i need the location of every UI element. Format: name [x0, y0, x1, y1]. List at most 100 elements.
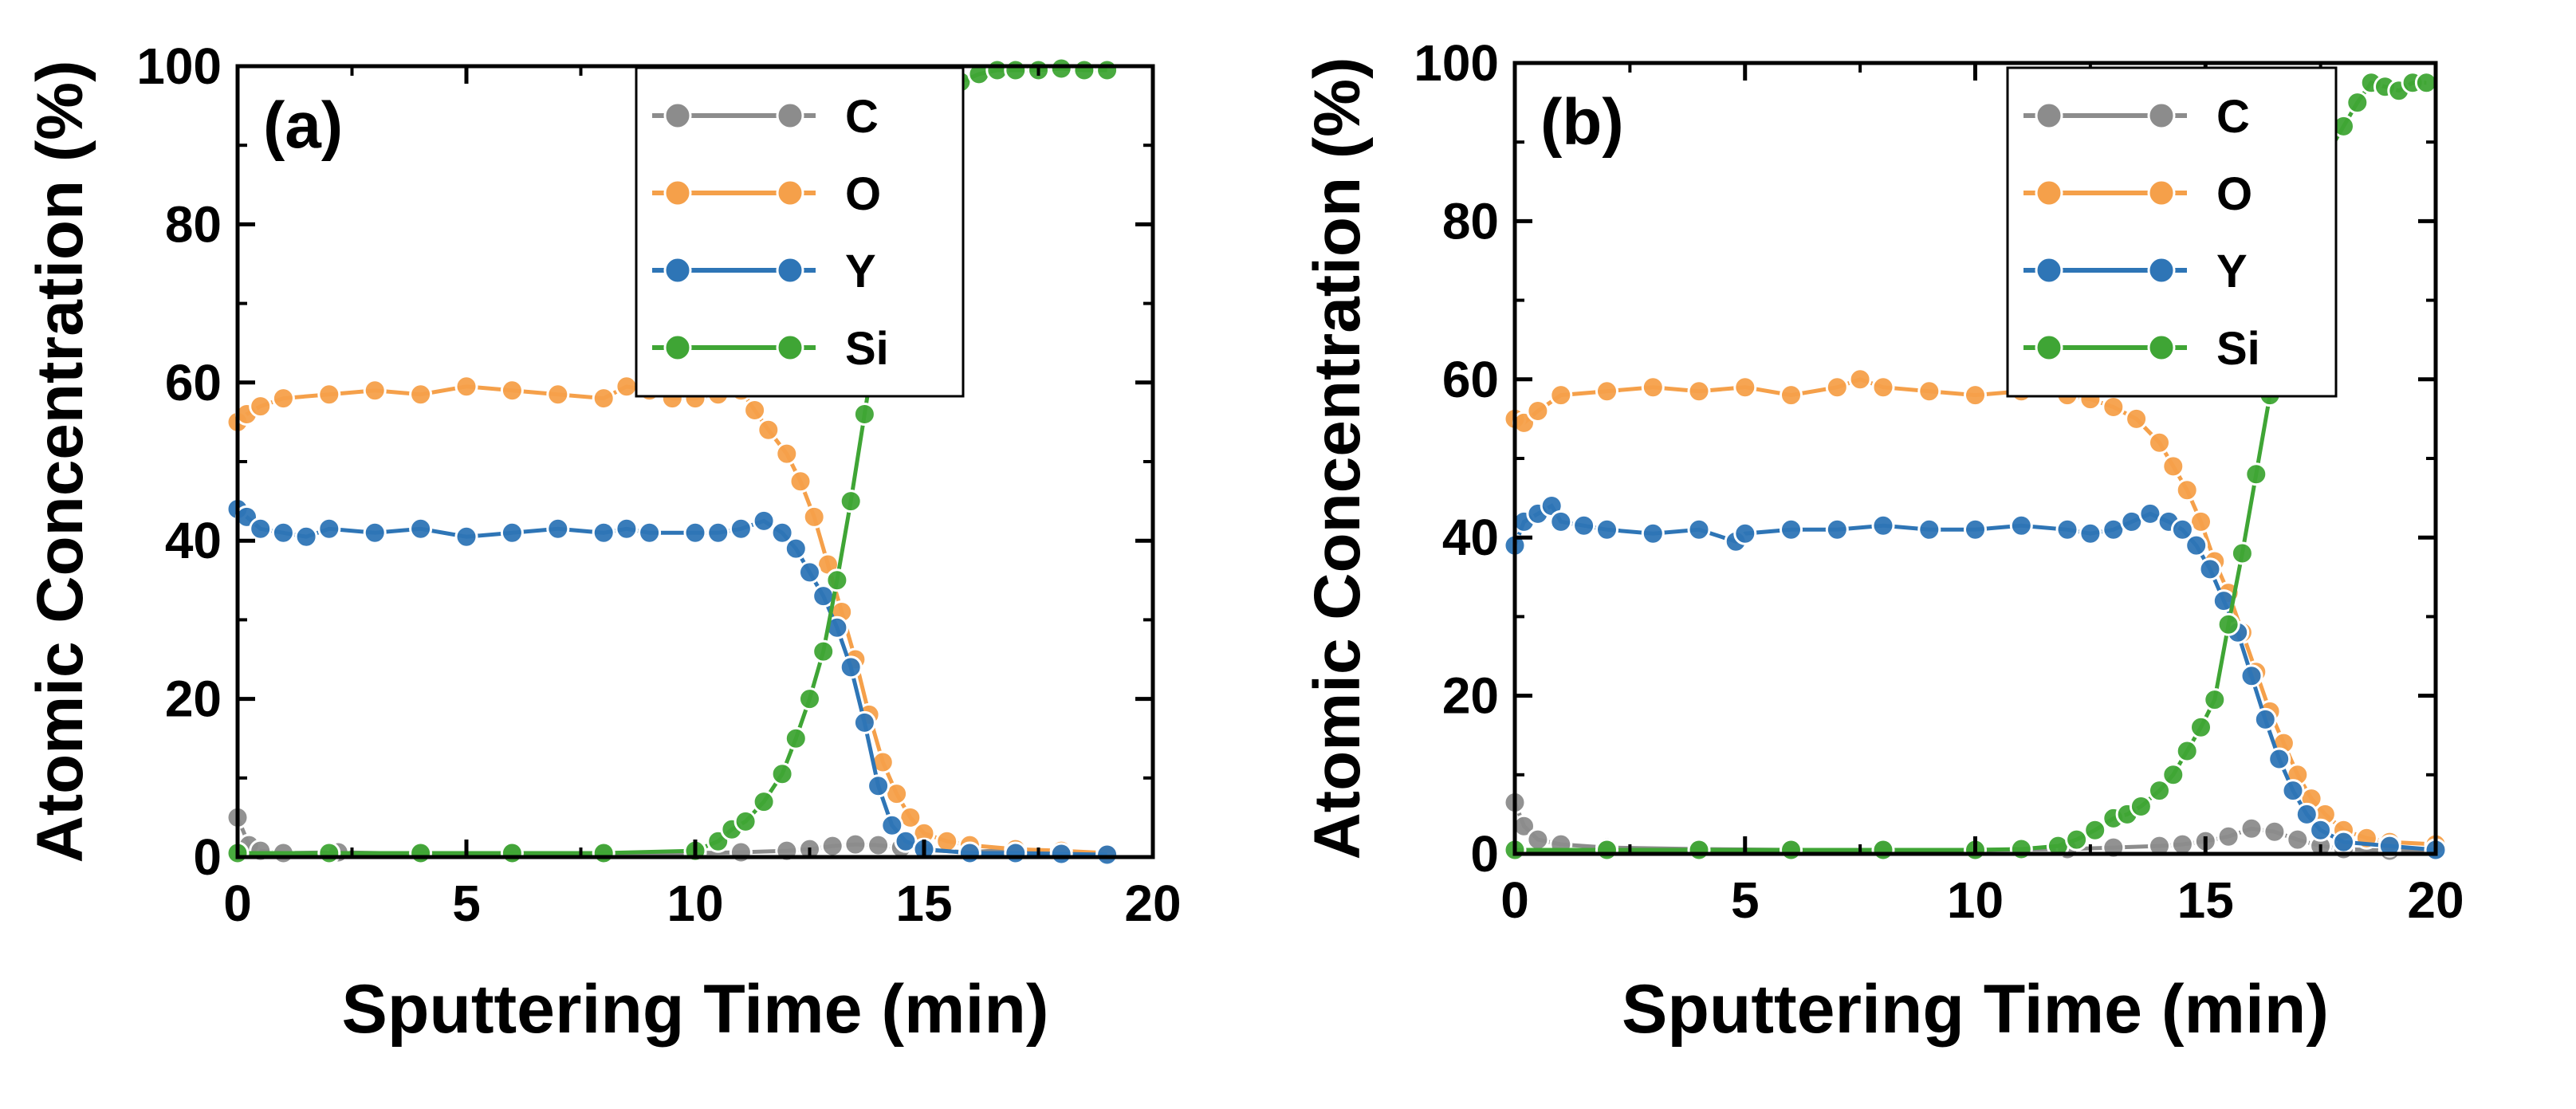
data-point-c — [729, 840, 753, 864]
data-point-c — [2148, 834, 2171, 858]
data-point-si — [409, 841, 433, 865]
data-point-y — [294, 525, 318, 549]
series-line-c — [1512, 801, 2436, 854]
data-point-si — [2065, 828, 2089, 851]
data-point-si — [825, 568, 849, 592]
legend-label-c: C — [845, 91, 879, 143]
data-point-y — [1004, 841, 1028, 865]
data-point-o — [1641, 376, 1665, 399]
data-point-y — [317, 517, 341, 541]
data-point-y — [2267, 747, 2291, 771]
data-point-y — [839, 655, 863, 679]
data-point-y — [2240, 664, 2263, 688]
data-point-si — [2244, 462, 2268, 486]
data-point-y — [249, 517, 273, 541]
data-point-c — [2286, 828, 2310, 851]
data-point-y — [2185, 533, 2208, 557]
data-point-y — [2078, 521, 2102, 545]
data-point-si — [770, 762, 794, 786]
legend-marker-c — [2147, 101, 2176, 130]
legend-marker-o — [2147, 179, 2176, 207]
legend-label-o: O — [2216, 168, 2252, 220]
data-point-y — [615, 517, 639, 541]
panel-label: (a) — [263, 89, 343, 162]
y-tick-label: 0 — [1470, 825, 1499, 883]
data-point-c — [867, 833, 891, 857]
data-point-y — [1595, 517, 1618, 541]
legend-marker-y — [663, 256, 692, 285]
series-o — [226, 375, 1119, 865]
legend-marker-o — [776, 179, 804, 207]
data-point-o — [1848, 368, 1872, 391]
data-point-si — [1780, 838, 1803, 862]
data-point-si — [812, 639, 836, 663]
x-tick-label: 0 — [223, 875, 252, 932]
x-tick-label: 20 — [2407, 871, 2464, 929]
x-tick-label: 5 — [1731, 871, 1760, 929]
data-point-y — [2198, 557, 2222, 581]
data-point-y — [852, 710, 876, 734]
data-point-si — [2346, 91, 2370, 115]
data-point-si — [2148, 779, 2171, 803]
series-line-o — [236, 384, 1107, 855]
legend-marker-y — [2147, 256, 2176, 285]
data-point-y — [2295, 802, 2318, 826]
data-point-o — [1733, 376, 1757, 399]
data-point-o — [1917, 379, 1941, 403]
data-point-y — [798, 560, 821, 584]
data-point-y — [1733, 521, 1757, 545]
data-point-y — [2309, 818, 2333, 842]
data-point-si — [1095, 58, 1119, 82]
data-point-y — [706, 521, 730, 545]
legend-marker-si — [2147, 333, 2176, 362]
data-point-y — [1825, 517, 1849, 541]
data-point-si — [733, 809, 757, 833]
x-tick-label: 15 — [895, 875, 952, 932]
y-tick-label: 20 — [1442, 667, 1499, 725]
data-point-si — [2230, 541, 2254, 565]
data-point-si — [1871, 838, 1895, 862]
data-point-y — [454, 525, 478, 549]
data-point-o — [546, 383, 570, 407]
data-point-y — [958, 841, 981, 865]
data-point-y — [363, 521, 387, 545]
legend-marker-si — [776, 333, 804, 362]
data-point-c — [2170, 832, 2194, 856]
data-point-o — [409, 383, 433, 407]
data-point-o — [757, 418, 781, 442]
y-tick-label: 40 — [165, 512, 222, 569]
legend-label-y: Y — [2216, 246, 2248, 297]
legend-marker-c — [776, 101, 804, 130]
data-point-y — [770, 521, 794, 545]
data-point-si — [1049, 57, 1073, 81]
data-point-si — [2009, 837, 2033, 861]
y-tick-label: 80 — [165, 195, 222, 253]
data-point-si — [317, 841, 341, 865]
data-point-o — [249, 395, 273, 419]
data-point-c — [2216, 824, 2240, 848]
data-point-si — [2175, 739, 2199, 763]
data-point-y — [546, 517, 570, 541]
data-point-si — [500, 841, 524, 865]
data-point-y — [1049, 842, 1073, 866]
data-point-y — [1549, 509, 1573, 533]
data-point-y — [1572, 513, 1596, 537]
data-point-si — [752, 790, 776, 814]
data-point-o — [2148, 431, 2171, 454]
data-point-y — [271, 521, 295, 545]
data-point-y — [500, 521, 524, 545]
data-point-o — [363, 379, 387, 403]
data-point-o — [775, 442, 799, 466]
data-point-o — [1549, 383, 1573, 407]
data-point-o — [802, 505, 826, 529]
y-tick-label: 20 — [165, 671, 222, 728]
legend-marker-y — [776, 256, 804, 285]
data-point-o — [1964, 383, 1987, 407]
data-point-y — [1780, 517, 1803, 541]
legend-marker-si — [663, 333, 692, 362]
y-tick-label: 60 — [1442, 351, 1499, 408]
data-point-si — [1687, 838, 1711, 862]
data-point-si — [784, 726, 808, 750]
data-point-si — [2161, 763, 2185, 787]
data-point-y — [1687, 517, 1711, 541]
